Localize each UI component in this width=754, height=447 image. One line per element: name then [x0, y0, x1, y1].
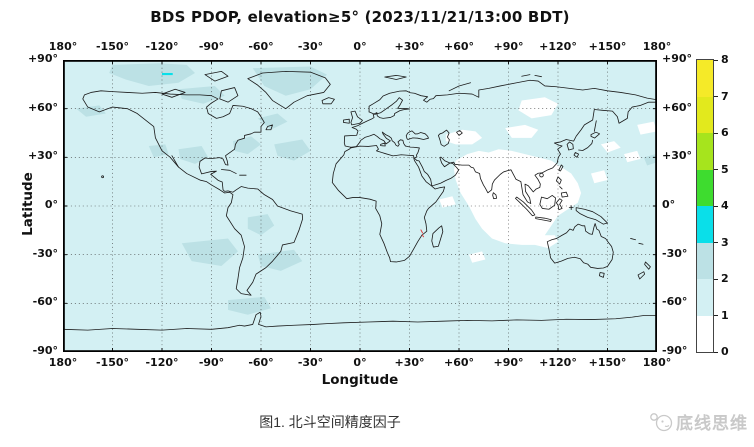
colorbar-tick-label: 6: [721, 126, 729, 139]
colorbar-segment-4-5: [697, 169, 713, 206]
colorbar-tick-mark: [714, 205, 718, 207]
x-tick-top: 180°: [642, 40, 672, 53]
colorbar: [696, 59, 714, 353]
watermark-mascot-icon: [650, 412, 673, 431]
colorbar-tick-label: 2: [721, 272, 729, 285]
x-tick-top: +30°: [394, 40, 425, 53]
x-tick-top: -120°: [145, 40, 179, 53]
x-tick-bottom: 180°: [48, 356, 78, 369]
red-flag-marks: [420, 229, 425, 238]
x-tick-bottom: 180°: [642, 356, 672, 369]
x-tick-bottom: -30°: [297, 356, 324, 369]
chart-title: BDS PDOP, elevation≥5° (2023/11/21/13:00…: [150, 8, 570, 26]
colorbar-tick-mark: [714, 242, 718, 243]
colorbar-segment-6-7: [697, 96, 713, 133]
gridlines: [63, 60, 657, 352]
x-tick-top: -30°: [297, 40, 324, 53]
colorbar-tick-mark: [714, 59, 718, 61]
colorbar-tick-label: 5: [721, 162, 729, 176]
x-tick-top: +90°: [493, 40, 524, 53]
y-axis-label: Latitude: [20, 172, 36, 236]
coastlines: [63, 70, 657, 331]
pdop-streak-3-4: [162, 72, 173, 76]
x-axis-label: Longitude: [321, 372, 399, 388]
colorbar-tick-mark: [714, 132, 718, 134]
x-tick-bottom: +60°: [443, 356, 475, 369]
x-tick-top: -60°: [248, 40, 274, 53]
x-tick-top: +120°: [539, 40, 577, 53]
y-tick-left: +90°: [27, 52, 58, 65]
x-tick-bottom: +30°: [394, 356, 425, 369]
pdop-patches-0-1: [439, 97, 657, 263]
colorbar-tick-mark: [714, 278, 718, 280]
colorbar-segment-0-1: [697, 315, 713, 352]
colorbar-tick-label: 7: [721, 89, 729, 103]
y-tick-left: 0°: [44, 198, 58, 211]
y-tick-left: +60°: [27, 100, 58, 114]
x-tick-top: 180°: [48, 40, 78, 53]
colorbar-segment-2-3: [697, 242, 713, 279]
x-tick-bottom: +120°: [539, 356, 577, 369]
x-tick-bottom: +150°: [588, 356, 627, 369]
y-tick-right: 0°: [662, 198, 676, 211]
colorbar-segment-3-4: [697, 206, 713, 243]
figure-caption: 图1. 北斗空间精度因子: [259, 414, 401, 430]
x-tick-top: -90°: [198, 40, 225, 53]
axis-tick-marks: [63, 60, 657, 352]
x-tick-top: +150°: [588, 40, 627, 53]
y-tick-right: -30°: [662, 246, 688, 260]
y-tick-left: +30°: [27, 149, 58, 163]
x-tick-top: -150°: [95, 40, 130, 53]
colorbar-segment-7-8: [697, 60, 713, 97]
x-tick-bottom: +90°: [493, 356, 524, 369]
x-tick-bottom: -60°: [248, 356, 274, 369]
colorbar-tick-mark: [714, 315, 718, 316]
colorbar-tick-label: 3: [721, 235, 729, 249]
y-tick-right: +90°: [662, 52, 693, 65]
colorbar-tick-mark: [714, 351, 718, 353]
colorbar-tick-label: 4: [721, 199, 729, 212]
y-tick-left: -30°: [32, 246, 58, 260]
x-tick-top: 0°: [353, 40, 367, 53]
colorbar-segment-1-2: [697, 279, 713, 316]
y-tick-left: -90°: [32, 344, 58, 357]
colorbar-tick-label: 8: [721, 53, 729, 66]
y-tick-left: -60°: [32, 295, 58, 309]
x-tick-bottom: -150°: [95, 356, 130, 369]
y-tick-right: +60°: [662, 100, 693, 114]
world-map: [63, 60, 657, 352]
colorbar-tick-label: 0: [721, 345, 729, 358]
watermark-text: 底线思维: [676, 414, 748, 434]
world-map-plot: [63, 60, 657, 352]
x-tick-bottom: -120°: [145, 356, 179, 369]
pdop-patches-2-3: [76, 63, 657, 315]
x-tick-bottom: -90°: [198, 356, 225, 369]
x-tick-bottom: 0°: [353, 356, 367, 369]
colorbar-tick-mark: [714, 96, 718, 97]
y-tick-right: -90°: [662, 344, 688, 357]
y-tick-right: +30°: [662, 149, 693, 163]
watermark: 底线思维: [649, 409, 748, 434]
plot-border: [63, 60, 657, 352]
colorbar-segment-5-6: [697, 133, 713, 170]
y-tick-right: -60°: [662, 295, 688, 309]
colorbar-tick-label: 1: [721, 308, 729, 322]
colorbar-tick-mark: [714, 169, 718, 170]
x-tick-top: +60°: [443, 40, 475, 53]
